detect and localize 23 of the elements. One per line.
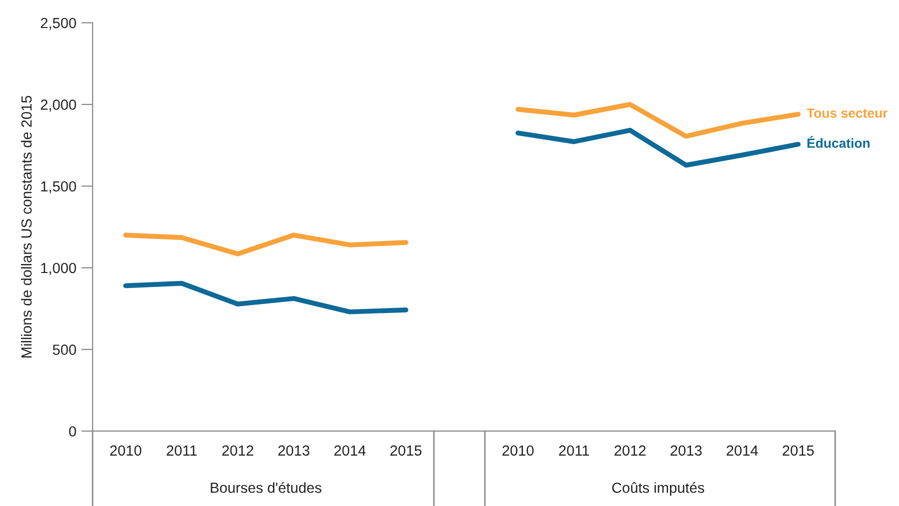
x-tick-label: 2013 [278, 445, 310, 456]
x-tick-label: 2015 [390, 445, 422, 456]
x-tick-label: 2013 [670, 445, 702, 456]
y-axis-title: Millions de dollars US constants de 2015 [20, 96, 32, 358]
y-tick-label: 0 [69, 426, 76, 437]
x-tick-label: 2011 [166, 445, 197, 456]
series-label: Tous secteur [806, 108, 888, 118]
x-tick-label: 2010 [110, 445, 142, 456]
y-tick-label: 500 [52, 344, 76, 355]
x-tick-label: 2010 [502, 445, 534, 456]
y-tick-label: 1,500 [41, 181, 76, 194]
text: Coûts imputés [612, 482, 704, 496]
y-tick-label: 2,000 [40, 100, 76, 112]
y-tick-label: 1,000 [41, 262, 76, 275]
x-tick-label: 2014 [334, 445, 366, 456]
x-tick-label: 2014 [726, 445, 758, 456]
x-tick-label: 2012 [222, 445, 254, 456]
x-tick-label: 2012 [614, 445, 646, 456]
series-label: Éducation [807, 136, 870, 148]
text: Bourses d'études [210, 482, 322, 493]
x-tick-label: 2011 [559, 445, 589, 456]
y-tick-label: 2,500 [40, 18, 76, 30]
x-tick-label: 2015 [782, 445, 814, 456]
